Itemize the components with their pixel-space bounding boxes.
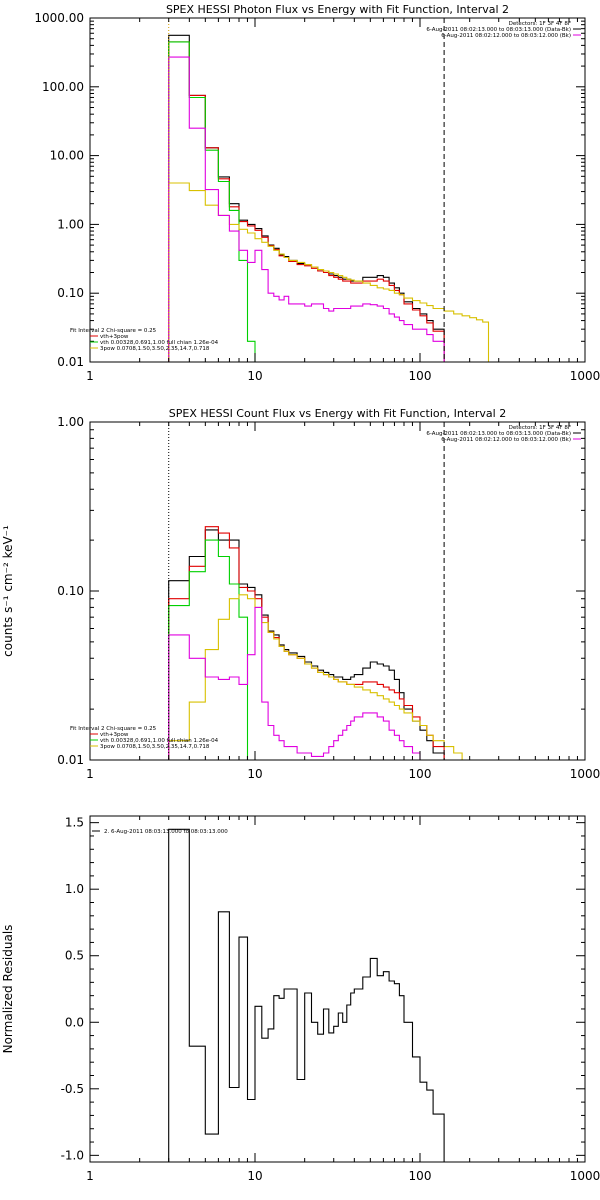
legend-entry: 3pow 0.0708,1.50,3.50,2.35,14.7,0.718 (100, 744, 210, 750)
series-line-0-1 (168, 41, 445, 362)
x-axis: 1 10 100 1000 (86, 422, 600, 781)
y-tick-label: 0.0 (65, 1015, 84, 1029)
series-line-1-2 (168, 539, 255, 760)
data-area (168, 34, 494, 362)
x-tick-label: 1 (86, 369, 94, 383)
x-tick-label: 10 (247, 767, 262, 781)
series-line-0-4 (168, 56, 445, 362)
x-tick-label: 1 (86, 1169, 94, 1183)
plot-frame (89, 17, 586, 363)
y-axis: 0.01 0.10 1.00 10.00 100.00 1000.00 (34, 11, 585, 369)
x-tick-label: 10 (247, 369, 262, 383)
header-line: 6-Aug-2011 08:02:13.000 to 08:03:13.000 … (426, 431, 571, 437)
x-tick-label: 1 (86, 767, 94, 781)
chart-title: SPEX HESSI Count Flux vs Energy with Fit… (169, 407, 506, 420)
series-line-0-0 (168, 34, 445, 362)
series-line-1-4 (168, 606, 445, 760)
legend-entry: vth 0.00328,0.691,1.00 full chian 1.26e-… (100, 738, 219, 744)
legend-entry: Fit Interval 2 Chi-square = 0.25 (70, 328, 157, 334)
data-area (168, 828, 445, 1162)
x-tick-label: 1000 (570, 369, 600, 383)
x-tick-label: 1000 (570, 1169, 600, 1183)
y-tick-label: 1.00 (57, 217, 84, 231)
series-line-1-3 (168, 594, 470, 760)
chart-title: SPEX HESSI Photon Flux vs Energy with Fi… (166, 3, 509, 16)
y-axis-label: Normalized Residuals (1, 925, 15, 1054)
x-axis: 1 10 100 1000 (86, 18, 600, 383)
y-tick-label: 1000.00 (34, 11, 84, 25)
series-line-2-0 (168, 828, 445, 1162)
y-tick-label: 10.00 (50, 149, 84, 163)
header-line: Detectors: 1F 3F 4F 8F (509, 425, 571, 431)
legend-entry: vth 0.00328,0.691,1.00 full chian 1.26e-… (100, 340, 219, 346)
y-tick-label: 0.10 (57, 584, 84, 598)
residuals-panel: 1 10 100 1000 -1.0 -0.5 0.0 0.5 1.0 1.5 Normalized… (1, 815, 600, 1183)
header-line: 6-Aug-2011 08:02:12.000 to 08:03:12.000 … (441, 437, 571, 443)
plot-frame (89, 421, 586, 761)
series-line-0-3 (168, 182, 494, 362)
y-tick-label: 100.00 (42, 80, 84, 94)
y-axis: -1.0 -0.5 0.0 0.5 1.0 1.5 (61, 816, 585, 1162)
series-line-0-2 (168, 41, 256, 362)
y-tick-label: -0.5 (61, 1082, 84, 1096)
series-line-1-1 (168, 526, 445, 760)
legend-entry: vth+3pow (100, 732, 129, 738)
photon-flux-panel: SPEX HESSI Photon Flux vs Energy with Fi… (34, 3, 600, 383)
y-tick-label: -1.0 (61, 1148, 84, 1162)
plot-frame (89, 815, 586, 1163)
legend-entry: 3pow 0.0708,1.50,3.50,2.35,14.7,0.718 (100, 346, 210, 352)
y-tick-label: 0.5 (65, 949, 84, 963)
x-tick-label: 100 (409, 767, 432, 781)
y-tick-label: 1.0 (65, 882, 84, 896)
count-flux-panel: SPEX HESSI Count Flux vs Energy with Fit… (1, 407, 600, 781)
data-area (168, 526, 470, 760)
y-tick-label: 0.10 (57, 286, 84, 300)
y-tick-label: 1.00 (57, 415, 84, 429)
header-line: Detectors: 1F 3F 4F 8F (509, 21, 571, 27)
series-line-1-0 (168, 529, 445, 760)
y-axis: 0.01 0.10 1.00 (57, 415, 585, 767)
x-tick-label: 100 (409, 1169, 432, 1183)
legend-entry: vth+3pow (100, 334, 129, 340)
x-tick-label: 10 (247, 1169, 262, 1183)
legend-entry: 2. 6-Aug-2011 08:03:13.000 to 08:03:13.0… (104, 829, 228, 835)
x-tick-label: 1000 (570, 767, 600, 781)
header-line: 6-Aug-2011 08:02:13.000 to 08:03:13.000 … (426, 27, 571, 33)
x-tick-label: 100 (409, 369, 432, 383)
y-tick-label: 0.01 (57, 355, 84, 369)
y-axis-label: counts s⁻¹ cm⁻² keV⁻¹ (1, 525, 15, 657)
y-tick-label: 1.5 (65, 816, 84, 830)
y-tick-label: 0.01 (57, 753, 84, 767)
header-line: 6-Aug-2011 08:02:12.000 to 08:03:12.000 … (441, 33, 571, 39)
legend-entry: Fit Interval 2 Chi-square = 0.25 (70, 726, 157, 732)
x-axis: 1 10 100 1000 (86, 816, 600, 1183)
